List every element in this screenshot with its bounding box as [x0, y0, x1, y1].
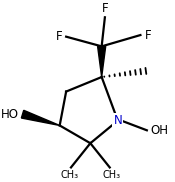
- Polygon shape: [98, 46, 106, 77]
- Text: F: F: [144, 29, 151, 41]
- Text: F: F: [102, 2, 108, 15]
- Text: CH₃: CH₃: [60, 170, 78, 180]
- Text: F: F: [55, 30, 62, 43]
- Text: OH: OH: [150, 124, 168, 137]
- Text: HO: HO: [1, 108, 19, 121]
- Text: N: N: [113, 114, 122, 127]
- Text: CH₃: CH₃: [102, 170, 120, 180]
- Polygon shape: [21, 110, 60, 125]
